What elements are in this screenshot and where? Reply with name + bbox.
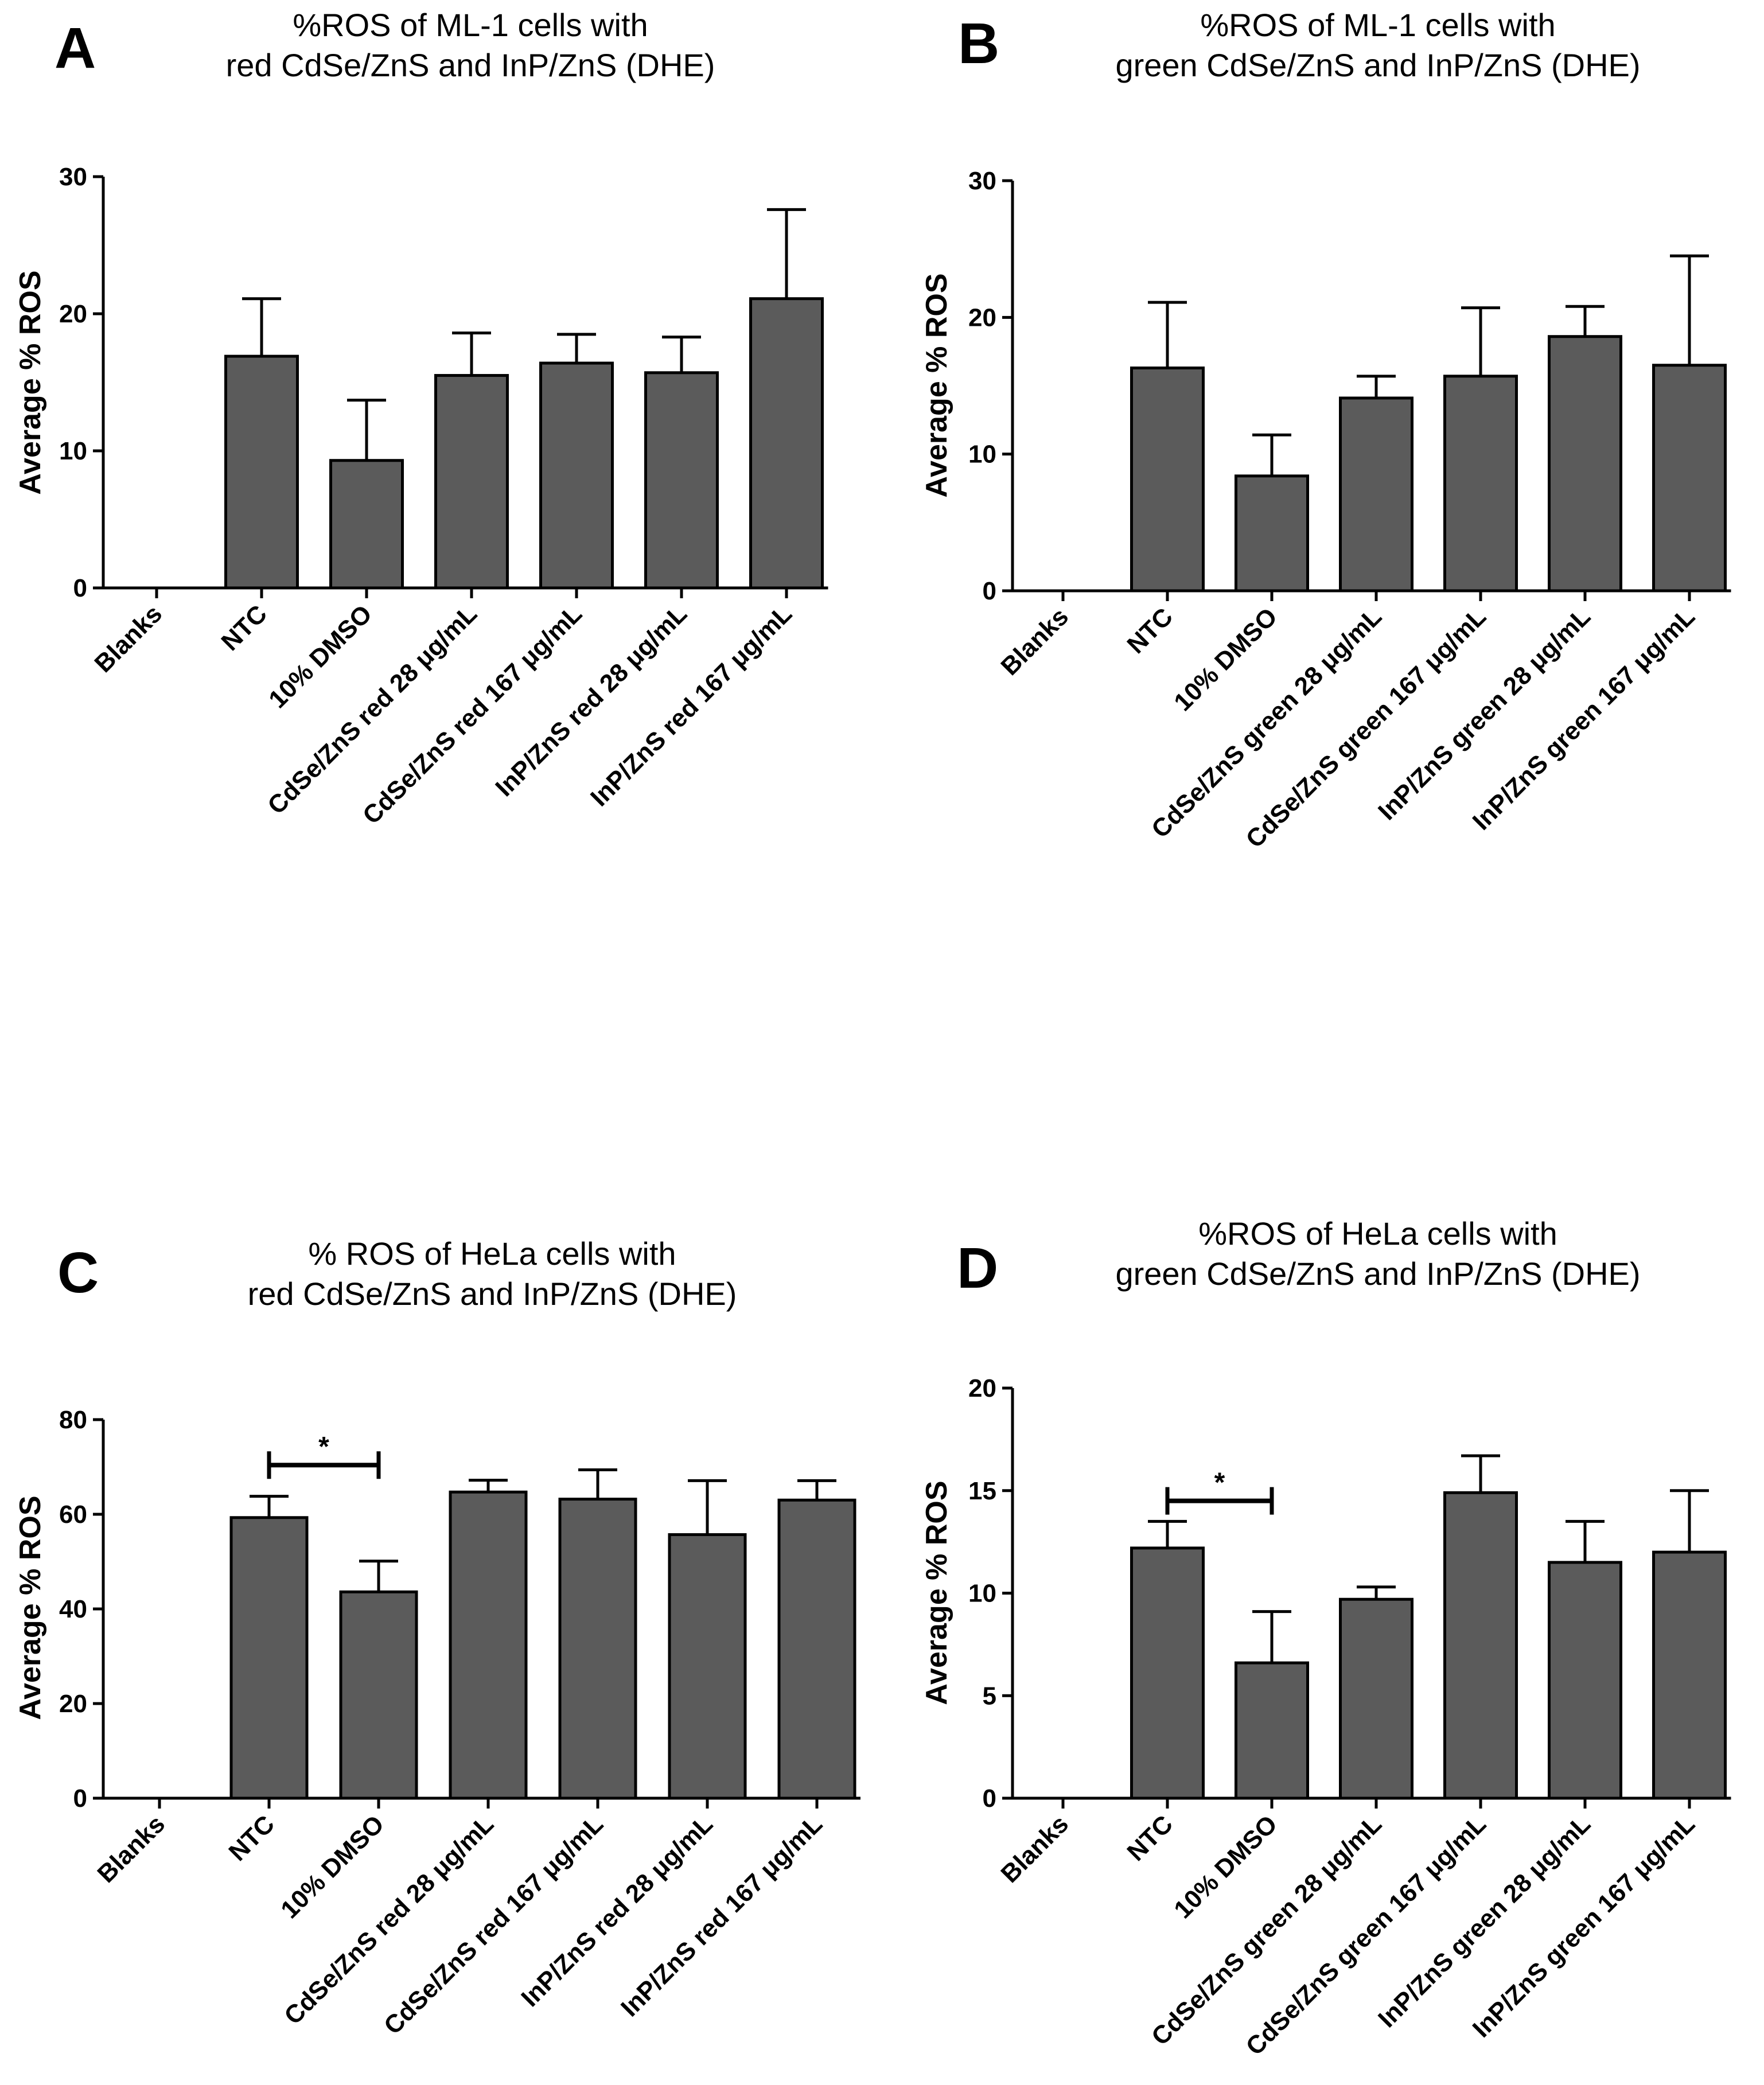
panel-b-y-tick-label: 0 xyxy=(983,577,996,605)
panel-d-bar xyxy=(1548,1561,1622,1800)
panel-a-bar xyxy=(749,297,824,590)
panel-b-title-line-1: %ROS of ML-1 cells with xyxy=(1200,7,1555,43)
panel-a-bar xyxy=(539,361,614,590)
panel-c-category-label: CdSe/ZnS red 28 μg/mL xyxy=(279,1810,499,2030)
panel-c-y-axis-title: Average % ROS xyxy=(14,1495,47,1720)
panel-b-bar xyxy=(1130,367,1205,593)
panel-d-category-label: InP/ZnS green 28 μg/mL xyxy=(1373,1810,1596,2033)
panel-c-category-label: Blanks xyxy=(92,1810,170,1888)
panel-c-y-tick-label: 40 xyxy=(59,1595,87,1623)
panel-a-y-tick-label: 30 xyxy=(59,163,87,191)
panel-b-y-tick-label: 30 xyxy=(968,167,996,195)
panel-c: C % ROS of HeLa cells with red CdSe/ZnS … xyxy=(14,1236,860,2040)
panel-c-category-label: CdSe/ZnS red 167 μg/mL xyxy=(379,1810,609,2040)
panel-c-category-label: InP/ZnS red 28 μg/mL xyxy=(516,1810,718,2012)
panel-a-y-tick-label: 20 xyxy=(59,300,87,328)
panel-c-title-line-1: % ROS of HeLa cells with xyxy=(308,1236,676,1272)
panel-c-bar xyxy=(339,1590,418,1800)
panel-d-y-tick-label: 20 xyxy=(968,1374,996,1402)
panel-b-category-label: InP/ZnS green 28 μg/mL xyxy=(1373,602,1596,825)
panel-c-bar xyxy=(668,1533,747,1800)
panel-a: A %ROS of ML-1 cells with red CdSe/ZnS a… xyxy=(14,7,828,830)
panel-c-category-label: NTC xyxy=(223,1810,280,1866)
panel-a-category-label: 10% DMSO xyxy=(263,599,377,714)
panel-d-category-label: 10% DMSO xyxy=(1169,1810,1283,1924)
panel-b-label: B xyxy=(958,11,999,76)
panel-c-title-line-2: red CdSe/ZnS and InP/ZnS (DHE) xyxy=(248,1276,737,1312)
panel-d-significance-label: * xyxy=(1214,1468,1225,1498)
panel-a-y-axis-title: Average % ROS xyxy=(14,270,47,494)
panel-b-title-line-2: green CdSe/ZnS and InP/ZnS (DHE) xyxy=(1115,47,1640,83)
panel-d-title-line-1: %ROS of HeLa cells with xyxy=(1198,1215,1557,1252)
panel-b-bar xyxy=(1548,335,1622,593)
panel-d-bar xyxy=(1443,1491,1518,1800)
panel-a-title-line-2: red CdSe/ZnS and InP/ZnS (DHE) xyxy=(226,47,715,83)
panel-d-y-tick-label: 10 xyxy=(968,1580,996,1608)
panel-b-bar xyxy=(1443,375,1518,593)
panel-c-category-label: 10% DMSO xyxy=(275,1810,390,1924)
panel-a-bar xyxy=(434,374,509,590)
panel-c-bar xyxy=(558,1498,637,1800)
panel-b-y-tick-label: 20 xyxy=(968,303,996,332)
panel-d-label: D xyxy=(957,1236,998,1300)
panel-d-y-axis-title: Average % ROS xyxy=(920,1480,953,1705)
panel-c-label: C xyxy=(57,1241,99,1305)
panel-c-category-label: InP/ZnS red 167 μg/mL xyxy=(616,1810,828,2022)
panel-b-category-label: InP/ZnS green 167 μg/mL xyxy=(1467,602,1700,835)
panel-b-category-label: Blanks xyxy=(995,602,1074,681)
panel-d-title-line-2: green CdSe/ZnS and InP/ZnS (DHE) xyxy=(1115,1256,1640,1292)
panel-c-bar xyxy=(777,1498,856,1800)
panel-c-y-tick-label: 0 xyxy=(73,1784,87,1813)
panel-a-category-label: CdSe/ZnS red 167 μg/mL xyxy=(357,599,587,829)
panel-b: B %ROS of ML-1 cells with green CdSe/ZnS… xyxy=(920,7,1731,854)
panel-b-bar xyxy=(1652,364,1727,593)
panel-d-bar xyxy=(1235,1661,1309,1800)
panel-a-category-label: InP/ZnS red 167 μg/mL xyxy=(585,599,797,812)
panel-a-category-label: NTC xyxy=(216,599,272,656)
panel-d: D %ROS of HeLa cells with green CdSe/ZnS… xyxy=(920,1215,1731,2061)
panel-a-label: A xyxy=(54,16,96,80)
panel-b-category-label: NTC xyxy=(1122,602,1178,659)
panel-b-bar xyxy=(1235,474,1309,593)
panel-a-category-label: CdSe/ZnS red 28 μg/mL xyxy=(262,599,482,820)
panel-d-y-tick-label: 0 xyxy=(983,1784,996,1813)
panel-b-y-axis-title: Average % ROS xyxy=(920,273,953,497)
panel-c-bar xyxy=(229,1516,309,1800)
panel-d-bar xyxy=(1339,1597,1413,1800)
panel-d-y-tick-label: 5 xyxy=(983,1682,996,1710)
panel-d-category-label: NTC xyxy=(1122,1810,1178,1866)
panel-d-y-tick-label: 15 xyxy=(968,1477,996,1505)
panel-c-y-tick-label: 80 xyxy=(59,1406,87,1434)
panel-a-y-tick-label: 0 xyxy=(73,574,87,602)
panel-a-y-tick-label: 10 xyxy=(59,437,87,465)
panel-c-y-tick-label: 20 xyxy=(59,1690,87,1718)
panel-a-bar xyxy=(644,371,719,590)
panel-b-y-tick-label: 10 xyxy=(968,441,996,469)
panel-a-bar xyxy=(329,459,404,590)
panel-b-category-label: 10% DMSO xyxy=(1169,602,1283,716)
panel-c-y-tick-label: 60 xyxy=(59,1501,87,1529)
panel-a-title-line-1: %ROS of ML-1 cells with xyxy=(293,7,648,43)
panel-d-category-label: Blanks xyxy=(995,1810,1074,1888)
panel-c-significance-label: * xyxy=(318,1432,329,1462)
panel-d-bar xyxy=(1652,1550,1727,1800)
panel-b-bar xyxy=(1339,396,1413,593)
panel-c-bar xyxy=(449,1490,528,1800)
panel-a-category-label: Blanks xyxy=(89,599,168,678)
panel-d-bar xyxy=(1130,1546,1205,1800)
panel-d-category-label: InP/ZnS green 167 μg/mL xyxy=(1467,1810,1700,2043)
panel-a-bar xyxy=(224,354,299,590)
panel-a-category-label: InP/ZnS red 28 μg/mL xyxy=(490,599,692,802)
